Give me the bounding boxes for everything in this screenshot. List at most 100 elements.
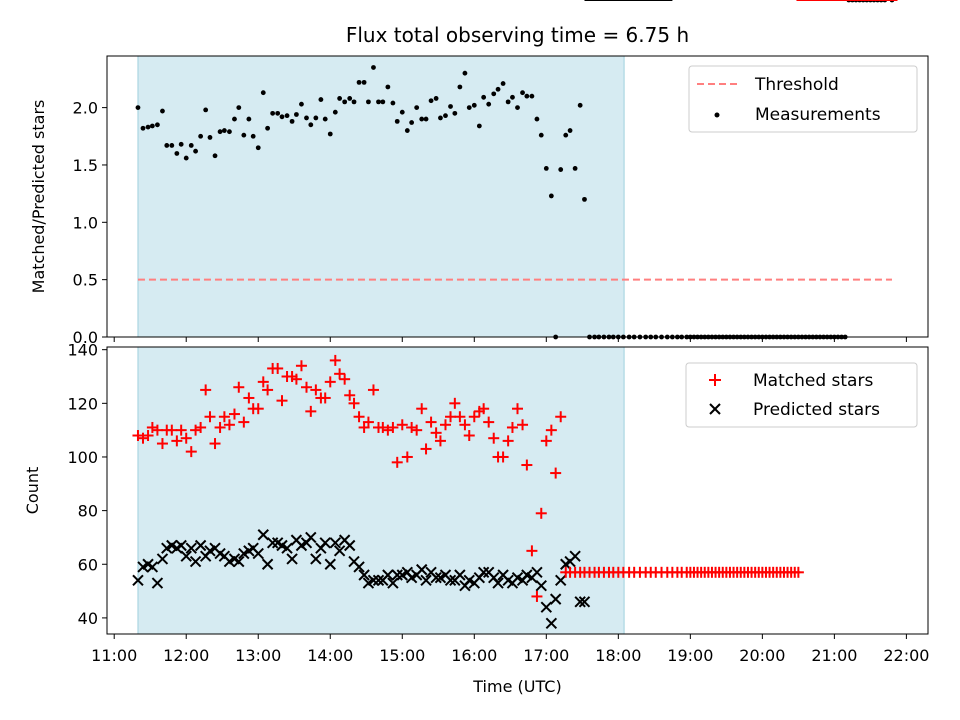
measurement-point: [318, 97, 324, 102]
measurement-point: [160, 108, 165, 114]
measurement-point: [371, 65, 376, 70]
matched-star-marker: [233, 381, 245, 393]
bottom-x-ticks: 11:00 12:00 13:00 14:00 15:00 16:00 17:00 18:00…: [91, 634, 929, 665]
predicted-star-marker: [367, 574, 380, 587]
matched-star-marker: [156, 438, 168, 450]
matched-star-marker: [521, 459, 533, 471]
matched-star-marker: [391, 456, 403, 468]
bottom-y-axis-label: Count: [23, 467, 42, 515]
marker-stroke: [535, 580, 547, 592]
measurement-point: [327, 131, 333, 137]
measurement-point: [145, 124, 151, 130]
measurement-point: [265, 125, 270, 131]
measurement-point: [356, 79, 362, 85]
y-tick-label: 80: [78, 502, 98, 521]
matched-star-marker: [488, 432, 500, 444]
matched-star-marker: [454, 411, 466, 423]
matched-star-marker: [175, 424, 187, 436]
matched-star-marker: [425, 416, 437, 428]
measurement-point: [414, 105, 420, 111]
top-y-ticks: 0.0 0.5 1.0 1.5 2.0: [73, 99, 107, 347]
matched-star-marker: [276, 395, 288, 407]
measurement-point: [548, 193, 554, 199]
predicted-star-marker: [343, 539, 356, 552]
y-tick-label: 2.0: [73, 99, 98, 118]
marker-stroke: [358, 569, 370, 581]
predicted-star-marker: [358, 569, 370, 581]
matched-star-marker: [305, 405, 317, 417]
predicted-star-marker: [454, 569, 466, 581]
marker-stroke: [569, 550, 581, 562]
measurement-point: [563, 132, 569, 138]
measurement-point: [193, 148, 198, 154]
measurement-point: [337, 96, 343, 101]
predicted-star-marker: [430, 571, 442, 584]
marker-stroke: [271, 537, 284, 549]
matched-star-marker: [257, 376, 269, 388]
matched-stars-points: [132, 0, 898, 602]
predicted-star-marker: [132, 574, 144, 587]
matched-star-marker: [430, 427, 442, 439]
matched-star-marker: [555, 411, 567, 423]
matched-star-marker: [468, 411, 480, 423]
matched-star-marker: [238, 416, 250, 428]
matched-star-marker: [319, 392, 331, 404]
matched-star-marker: [290, 373, 302, 385]
measurement-point: [332, 109, 338, 115]
measurement-point: [279, 114, 285, 120]
predicted-star-marker: [574, 596, 586, 608]
matched-star-marker: [171, 435, 183, 447]
marker-stroke: [521, 569, 533, 581]
matched-star-marker: [218, 411, 230, 423]
measurement-point: [322, 116, 328, 122]
measurement-point: [361, 79, 367, 85]
measurement-point: [270, 110, 276, 116]
measurement-point: [433, 96, 439, 101]
measurement-point: [476, 123, 482, 129]
matched-star-marker: [329, 354, 341, 366]
matched-star-marker: [228, 408, 240, 420]
legend-matched-swatch: [709, 374, 721, 386]
predicted-star-marker: [261, 558, 274, 570]
y-tick-label: 0.0: [73, 328, 98, 347]
matched-star-marker: [166, 424, 178, 436]
marker-stroke: [257, 529, 269, 541]
measurement-point: [529, 93, 535, 99]
top-y-axis-label: Matched/Predicted stars: [29, 100, 48, 294]
predicted-star-marker: [353, 561, 365, 573]
matched-star-marker: [353, 411, 365, 423]
matched-star-marker: [272, 362, 284, 374]
measurement-point: [520, 90, 525, 96]
bottom-legend: Matched stars Predicted stars: [685, 362, 918, 428]
marker-stroke: [276, 539, 288, 552]
matched-star-marker: [411, 424, 423, 436]
legend-predicted-swatch: [709, 403, 721, 415]
measurement-point: [342, 99, 348, 105]
matched-star-marker: [334, 368, 346, 380]
predicted-star-marker: [416, 563, 428, 576]
predicted-star-marker: [578, 596, 591, 608]
measurement-point: [394, 118, 400, 124]
x-tick-label: 20:00: [739, 646, 785, 665]
marker-stroke: [166, 539, 178, 552]
marker-stroke: [343, 539, 356, 552]
top-panel: 0.00.51.01.52.0 Matched/Predicted stars …: [29, 0, 929, 347]
measurement-point: [217, 129, 223, 135]
matched-star-marker: [416, 403, 428, 415]
predicted-star-marker: [305, 531, 317, 544]
matched-star-marker: [497, 451, 509, 463]
matched-star-marker: [252, 403, 264, 415]
x-tick-label: 14:00: [307, 646, 353, 665]
matched-star-marker: [151, 424, 163, 436]
measurement-point: [174, 151, 180, 156]
marker-stroke: [511, 571, 524, 584]
matched-star-marker: [531, 590, 543, 602]
measurement-point: [289, 118, 295, 124]
measurement-point: [299, 101, 304, 107]
marker-stroke: [185, 542, 197, 554]
matched-star-marker: [463, 430, 475, 442]
matched-star-marker: [200, 384, 212, 396]
matched-star-marker: [434, 435, 446, 447]
measurement-point: [543, 166, 549, 171]
top-x-ticks: [113, 337, 907, 342]
